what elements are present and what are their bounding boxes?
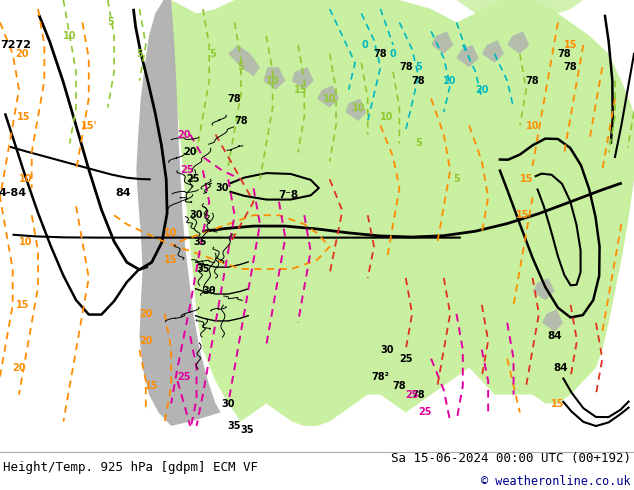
Text: 15: 15 <box>564 40 578 50</box>
Text: 0: 0 <box>390 49 396 59</box>
Text: 78: 78 <box>526 75 540 86</box>
Text: 10: 10 <box>18 237 32 247</box>
Text: 25: 25 <box>177 371 191 382</box>
Text: 35: 35 <box>228 421 242 431</box>
Text: 84: 84 <box>116 188 131 198</box>
Polygon shape <box>346 98 366 121</box>
Text: 25: 25 <box>186 174 200 184</box>
Text: 15': 15' <box>81 121 97 130</box>
Text: 78: 78 <box>373 49 387 59</box>
Text: 20: 20 <box>177 129 191 140</box>
Text: 15: 15 <box>15 300 29 310</box>
Text: 7⁻8: 7⁻8 <box>278 190 299 200</box>
Text: 35: 35 <box>193 237 207 247</box>
Text: 15: 15 <box>519 174 533 184</box>
Text: 15: 15 <box>145 381 159 391</box>
Text: 30: 30 <box>202 287 216 296</box>
Text: 0: 0 <box>361 40 368 50</box>
Text: 4-84: 4-84 <box>0 188 27 198</box>
Text: Height/Temp. 925 hPa [gdpm] ECM VF: Height/Temp. 925 hPa [gdpm] ECM VF <box>3 461 258 474</box>
Text: Sa 15-06-2024 00:00 UTC (00+192): Sa 15-06-2024 00:00 UTC (00+192) <box>391 452 631 466</box>
Text: 5: 5 <box>415 62 422 72</box>
Text: © weatheronline.co.uk: © weatheronline.co.uk <box>481 475 631 488</box>
Text: 78: 78 <box>228 94 242 104</box>
Text: 10: 10 <box>380 112 394 122</box>
Text: 20: 20 <box>139 309 153 319</box>
Text: 5: 5 <box>136 49 143 59</box>
Text: 25: 25 <box>418 408 432 417</box>
Text: 78: 78 <box>411 75 425 86</box>
Polygon shape <box>431 31 453 54</box>
Polygon shape <box>136 0 221 426</box>
Text: 10: 10 <box>18 174 32 184</box>
Text: 10: 10 <box>443 75 457 86</box>
Text: 78: 78 <box>234 116 248 126</box>
Polygon shape <box>171 0 634 426</box>
Text: 15: 15 <box>17 112 31 122</box>
Text: 10: 10 <box>266 75 280 86</box>
Polygon shape <box>263 67 285 90</box>
Text: 25: 25 <box>180 165 194 175</box>
Text: 20: 20 <box>475 85 489 95</box>
Text: 78: 78 <box>399 62 413 72</box>
Text: 15: 15 <box>516 210 530 220</box>
Text: 30: 30 <box>380 344 394 355</box>
Text: 30: 30 <box>190 210 204 220</box>
Text: 30: 30 <box>215 183 229 194</box>
Text: 5: 5 <box>453 174 460 184</box>
Text: 35: 35 <box>240 425 254 436</box>
Text: 78: 78 <box>411 390 425 399</box>
Polygon shape <box>228 45 260 76</box>
Text: 30: 30 <box>221 398 235 409</box>
Text: 20: 20 <box>139 336 153 346</box>
Text: 84: 84 <box>553 363 568 373</box>
Polygon shape <box>482 40 504 63</box>
Text: 7272: 7272 <box>1 40 31 50</box>
Text: 35: 35 <box>196 264 210 274</box>
Polygon shape <box>533 278 555 300</box>
Text: 15: 15 <box>551 398 565 409</box>
Text: 10: 10 <box>63 31 77 41</box>
Polygon shape <box>292 67 314 90</box>
Polygon shape <box>317 85 339 108</box>
Polygon shape <box>456 45 479 67</box>
Text: 78²: 78² <box>372 371 389 382</box>
Text: 78: 78 <box>564 62 578 72</box>
Text: 5: 5 <box>415 139 422 148</box>
Text: 78: 78 <box>557 49 571 59</box>
Text: 20: 20 <box>12 363 26 373</box>
Text: 15: 15 <box>164 255 178 265</box>
Text: 5: 5 <box>108 18 114 27</box>
Text: 84: 84 <box>547 331 562 341</box>
Text: 5: 5 <box>209 49 216 59</box>
Polygon shape <box>456 0 583 36</box>
Text: 15: 15 <box>294 85 308 95</box>
Polygon shape <box>507 31 529 54</box>
Text: 10: 10 <box>323 94 337 104</box>
Text: 78: 78 <box>392 381 406 391</box>
Text: 25: 25 <box>405 390 419 399</box>
Text: 25: 25 <box>399 354 413 364</box>
Text: 10: 10 <box>164 228 178 238</box>
Text: 5: 5 <box>238 62 244 72</box>
Text: 10: 10 <box>351 102 365 113</box>
Text: 20: 20 <box>15 49 29 59</box>
Text: 10: 10 <box>526 121 540 130</box>
Polygon shape <box>542 309 563 332</box>
Text: 20: 20 <box>183 147 197 157</box>
